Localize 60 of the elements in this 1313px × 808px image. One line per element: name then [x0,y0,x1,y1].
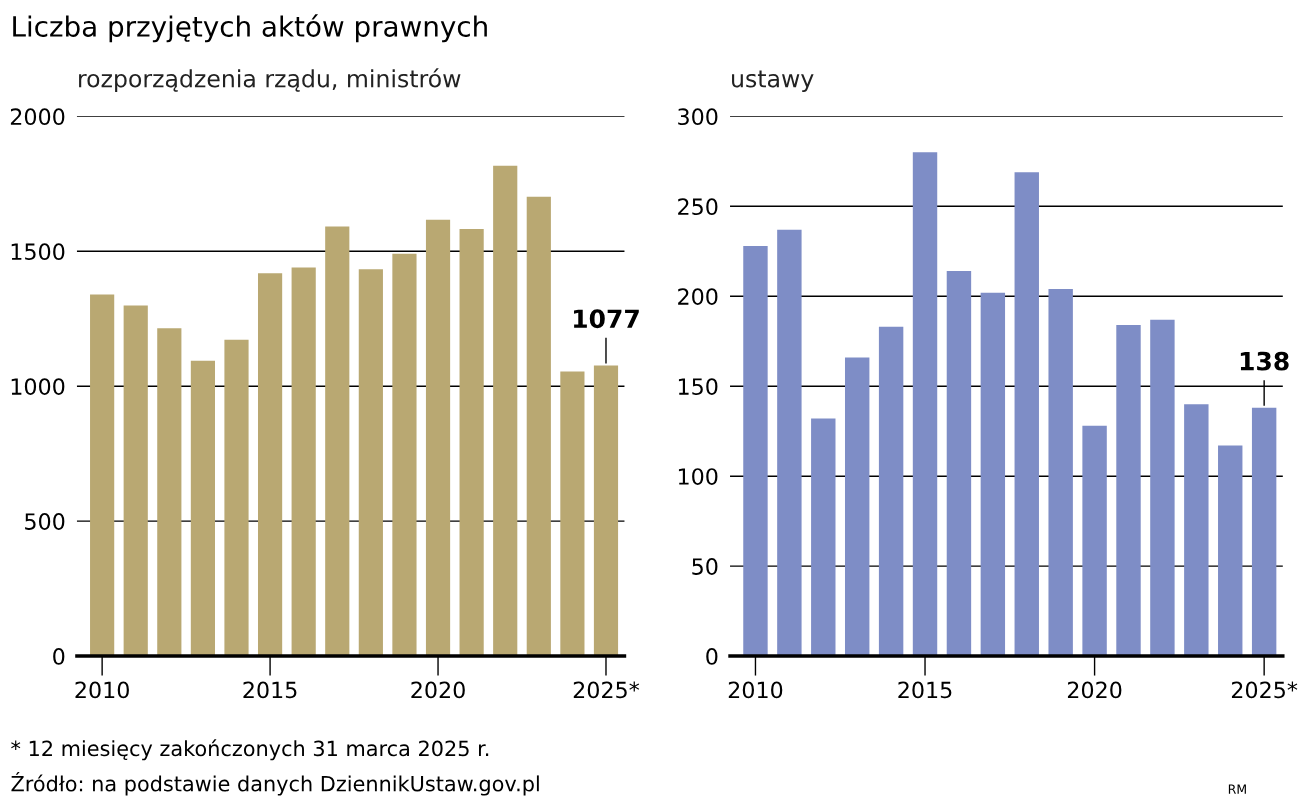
bar [1082,425,1107,657]
y-tick-label: 1000 [11,378,65,395]
bar [593,365,619,657]
bar [425,219,451,657]
y-tick-label: 0 [706,648,718,665]
bar [291,267,316,657]
bar [912,152,938,657]
y-tick-label: 200 [678,288,718,306]
bar [1048,289,1073,657]
bar [560,371,585,657]
chart-subtitle: rozporządzenia rządu, ministrów [79,68,461,93]
bar [1014,172,1039,657]
bar [358,269,383,657]
y-tick-label: 1500 [11,243,65,261]
bar [777,229,802,657]
x-tick-label: 2020 [1067,681,1122,699]
y-tick-label: 2000 [10,108,65,126]
bar [392,253,417,657]
bar [459,228,484,657]
bar [811,418,836,657]
bar [1116,325,1141,657]
y-tick-label: 300 [678,108,718,126]
bar [224,339,249,657]
bar [157,328,182,657]
bar [257,273,283,657]
x-tick-label: 2025* [573,681,640,699]
y-tick-label: 0 [53,648,65,665]
bar [1218,445,1243,657]
bar [325,226,350,657]
bar [1184,404,1209,657]
text: RM [1228,784,1246,794]
y-tick-label: 250 [678,198,718,216]
bar [526,196,551,657]
x-tick-label: 2015 [898,681,952,699]
bar [1150,319,1175,657]
y-tick-label: 500 [25,513,65,530]
chart-subtitle: ustawy [732,70,814,93]
y-tick-label: 100 [678,468,718,485]
bar [1251,407,1277,657]
text: * 12 miesięcy zakończonych 31 marca 2025 r. [11,739,489,761]
bar [123,305,148,657]
data-label: 138 [1240,351,1289,371]
data-label: 1077 [574,309,639,329]
bar [878,326,904,657]
bar [493,165,518,657]
x-tick-label: 2010 [728,681,783,699]
x-tick-label: 2015 [243,681,297,699]
bar [980,292,1006,657]
bar [946,271,972,657]
bar [844,357,870,657]
bar [90,294,115,657]
x-tick-label: 2020 [411,681,465,699]
y-tick-label: 150 [678,378,718,395]
bar [743,245,768,657]
text: Źródło: na podstawie danych DziennikUstaw.gov.pl [11,771,539,796]
bar [190,360,215,657]
x-tick-label: 2010 [75,681,129,699]
x-tick-label: 2025* [1231,681,1298,699]
chart-title: Liczba przyjętych aktów prawnych [13,14,487,43]
y-tick-label: 50 [692,558,718,575]
